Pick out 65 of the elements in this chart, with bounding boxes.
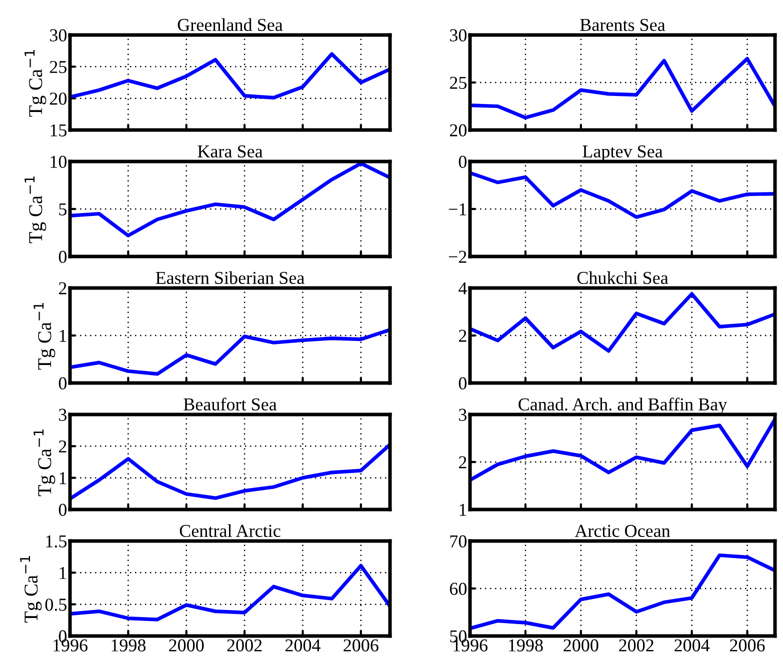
- chart-title: Barents Sea: [580, 18, 666, 32]
- y-tick-label: 3: [59, 408, 67, 421]
- chart-title: Arctic Ocean: [574, 524, 670, 538]
- line-series: [70, 52, 390, 100]
- chart-title: Laptev Sea: [582, 145, 663, 162]
- y-tick-label: 2: [458, 456, 466, 468]
- y-tick-label: 20: [50, 92, 67, 105]
- x-tick-label: 2002: [227, 639, 262, 652]
- line-series: [70, 328, 390, 376]
- y-tick-label: 2: [58, 440, 66, 452]
- x-tick-label: 2000: [564, 639, 598, 652]
- chart-title: Greenland Sea: [178, 18, 283, 32]
- y-axis-title: Tg Ca$^{−1}$: [24, 50, 46, 117]
- y-tick-label: 60: [450, 582, 467, 595]
- y-tick-label: 25: [450, 76, 467, 89]
- line-series: [70, 442, 390, 501]
- y-tick-label: 0: [58, 504, 67, 516]
- y-tick-label: 1: [60, 567, 66, 579]
- y-tick-label: 30: [50, 29, 67, 42]
- x-tick-label: 2004: [285, 639, 320, 652]
- y-tick-label: 70: [450, 535, 467, 548]
- y-tick-label: 4: [458, 282, 467, 294]
- y-tick-label: 1: [60, 472, 66, 484]
- y-axis-title: Tg Ca$^{−1}$: [34, 429, 56, 496]
- y-tick-label: 25: [50, 60, 67, 74]
- chart-title: Chukchi Sea: [577, 271, 668, 284]
- y-axis-title: Tg Ca$^{−1}$: [34, 302, 56, 370]
- y-tick-label: 30: [450, 29, 467, 42]
- y-tick-label: 1: [60, 330, 66, 342]
- y-axis-title: Tg Ca$^{−1}$: [24, 176, 46, 244]
- x-tick-label: 2002: [619, 639, 654, 652]
- line-series: [470, 56, 775, 120]
- y-tick-label: 5: [59, 203, 67, 216]
- line-series: [70, 564, 390, 622]
- y-tick-label: 1: [460, 504, 466, 516]
- y-tick-label: 15: [50, 124, 67, 136]
- chart-title: Central Arctic: [180, 524, 280, 538]
- line-series: [470, 171, 775, 219]
- x-tick-label: 2000: [169, 639, 204, 652]
- y-tick-label: 2: [458, 330, 466, 342]
- x-tick-label: 1998: [112, 639, 146, 652]
- x-tick-label: 2004: [674, 639, 710, 652]
- y-tick-label: 0: [458, 156, 467, 168]
- y-tick-label: 2: [58, 282, 66, 294]
- y-tick-label: 3: [459, 408, 467, 421]
- x-tick-label: 2006: [730, 639, 765, 652]
- chart-title: Eastern Siberian Sea: [156, 271, 304, 284]
- y-tick-label: 20: [450, 124, 467, 136]
- y-tick-label: 10: [50, 156, 67, 168]
- line-series: [470, 417, 775, 482]
- chart-title: Beaufort Sea: [184, 398, 277, 411]
- y-tick-label: 0: [58, 250, 67, 263]
- x-tick-label: 1998: [508, 639, 543, 652]
- y-tick-label: 0: [58, 377, 67, 390]
- x-tick-label: 2006: [344, 639, 378, 652]
- y-tick-label: 0: [458, 377, 467, 390]
- y-tick-label: 1.5: [46, 535, 67, 548]
- line-series: [470, 292, 775, 353]
- y-tick-label: −1: [448, 203, 466, 216]
- y-axis-title: Tg Ca$^{−1}$: [20, 556, 42, 623]
- chart-title: Kara Sea: [198, 145, 263, 158]
- line-series: [470, 553, 775, 630]
- chart-title: Canad. Arch. and Baffin Bay: [518, 398, 728, 414]
- y-tick-label: −2: [448, 250, 466, 263]
- y-tick-label: 0.5: [45, 598, 67, 611]
